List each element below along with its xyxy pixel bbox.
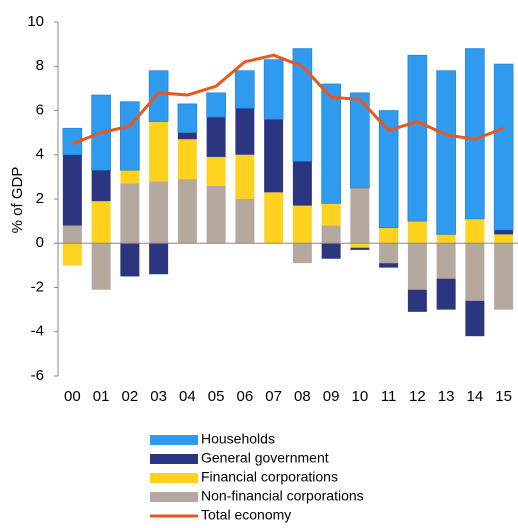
x-tick-label: 14 bbox=[467, 388, 484, 405]
bar-segment bbox=[62, 225, 82, 244]
bar-segment bbox=[91, 201, 111, 244]
bar-segment bbox=[436, 234, 456, 244]
bar-segment bbox=[465, 218, 485, 244]
bar-segment bbox=[493, 63, 514, 231]
bar-segment bbox=[235, 199, 255, 244]
bar-segment bbox=[494, 243, 514, 310]
bar-segment bbox=[177, 139, 197, 180]
bar-segment bbox=[206, 92, 226, 118]
y-tick-label: -2 bbox=[31, 278, 44, 295]
x-tick-label: 07 bbox=[265, 388, 282, 405]
legend-label: Households bbox=[201, 431, 275, 447]
bar-segment bbox=[494, 234, 514, 244]
bar-segment bbox=[62, 154, 82, 226]
bar-segment bbox=[292, 243, 312, 264]
bar-segment bbox=[465, 48, 485, 220]
x-tick-label: 00 bbox=[64, 388, 81, 405]
bar-segment bbox=[321, 203, 341, 226]
bar-segment bbox=[436, 278, 456, 310]
bar-segment bbox=[235, 154, 255, 199]
legend-swatch bbox=[150, 454, 198, 464]
bar-segment bbox=[321, 83, 341, 204]
bar-segment bbox=[407, 221, 427, 244]
bar-segment bbox=[149, 121, 169, 182]
bar-segment bbox=[436, 243, 456, 279]
bar-segment bbox=[206, 185, 226, 244]
bar-segment bbox=[149, 243, 169, 275]
legend-label: Total economy bbox=[201, 507, 291, 523]
x-tick-label: 04 bbox=[179, 388, 196, 405]
y-tick-label: 6 bbox=[36, 101, 44, 118]
x-tick-label: 03 bbox=[150, 388, 167, 405]
bar-segment bbox=[148, 70, 169, 122]
bar-segment bbox=[149, 181, 169, 244]
y-tick-label: 2 bbox=[36, 190, 44, 207]
x-tick-label: 13 bbox=[438, 388, 455, 405]
bar-segment bbox=[465, 300, 485, 337]
bar-segment bbox=[378, 110, 399, 229]
legend-label: Financial corporations bbox=[201, 469, 338, 485]
bar-segment bbox=[494, 229, 514, 235]
bar-segment bbox=[235, 70, 255, 109]
bar-segment bbox=[321, 243, 341, 259]
legend-swatch bbox=[150, 473, 198, 483]
bar-segment bbox=[120, 243, 140, 277]
legend-swatch bbox=[150, 492, 198, 502]
x-tick-label: 05 bbox=[208, 388, 225, 405]
bar-segment bbox=[206, 117, 226, 157]
x-tick-label: 02 bbox=[122, 388, 139, 405]
bar-segment bbox=[206, 156, 226, 186]
bar-segment bbox=[120, 101, 140, 171]
bar-segment bbox=[350, 243, 370, 248]
y-tick-label: 4 bbox=[36, 146, 44, 163]
bar-segment bbox=[350, 92, 370, 189]
line bbox=[71, 53, 505, 146]
y-axis-label: % of GDP bbox=[9, 167, 26, 234]
bar-segment bbox=[62, 243, 82, 266]
bar-segment bbox=[407, 243, 427, 290]
bar-segment bbox=[120, 183, 140, 244]
y-tick-label: -6 bbox=[31, 367, 44, 384]
bar-segment bbox=[235, 108, 255, 155]
x-tick-label: 11 bbox=[381, 388, 397, 405]
bar-segment bbox=[350, 247, 370, 250]
bar-segment bbox=[379, 243, 399, 264]
x-tick-label: 10 bbox=[352, 388, 369, 405]
y-tick-label: 10 bbox=[27, 13, 44, 30]
bar-segment bbox=[264, 119, 284, 193]
bar-segment bbox=[407, 54, 428, 222]
legend-label: Non-financial corporations bbox=[201, 488, 364, 504]
x-tick-label: 01 bbox=[93, 388, 110, 405]
y-tick-label: 0 bbox=[36, 234, 44, 251]
bar-segment bbox=[177, 132, 197, 140]
bar-segment bbox=[264, 192, 284, 244]
bar-segment bbox=[292, 161, 312, 206]
x-tick-label: 15 bbox=[495, 388, 512, 405]
legend-label: General government bbox=[201, 450, 329, 466]
bar-segment bbox=[379, 263, 399, 268]
bar-segment bbox=[263, 59, 284, 120]
x-tick-label: 09 bbox=[323, 388, 340, 405]
legend-swatch bbox=[150, 435, 198, 445]
bar-segment bbox=[91, 243, 111, 290]
bar-segment bbox=[120, 170, 140, 184]
y-tick-label: -4 bbox=[31, 323, 44, 340]
bar-segment bbox=[379, 227, 399, 244]
bar-segment bbox=[292, 48, 313, 162]
x-tick-label: 08 bbox=[294, 388, 311, 405]
x-tick-label: 06 bbox=[237, 388, 254, 405]
bar-segment bbox=[321, 225, 341, 244]
bar-segment bbox=[91, 170, 111, 202]
x-tick-label: 12 bbox=[409, 388, 426, 405]
y-tick-label: 8 bbox=[36, 57, 44, 74]
bar-segment bbox=[350, 187, 370, 244]
bar-segment bbox=[465, 243, 485, 301]
bar-segment bbox=[177, 103, 198, 133]
bar-segment bbox=[177, 179, 197, 244]
bar-segment bbox=[407, 289, 427, 312]
bar-segment bbox=[436, 70, 456, 235]
bar-segment bbox=[292, 205, 312, 244]
